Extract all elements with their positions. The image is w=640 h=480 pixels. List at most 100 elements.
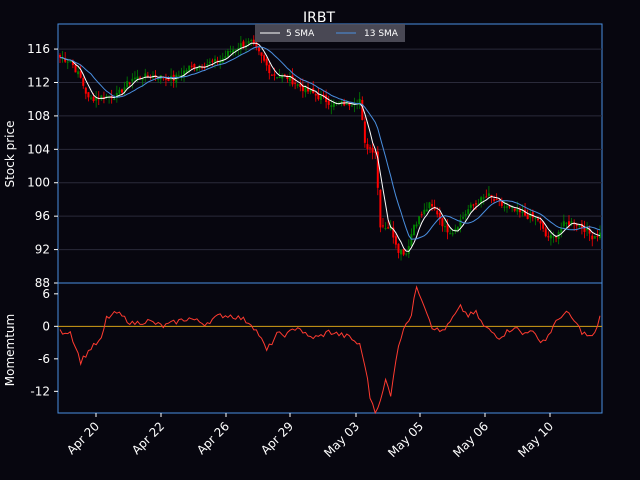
candle-body [363, 121, 366, 143]
candle-body [418, 216, 421, 225]
candle-body [531, 212, 534, 218]
candle-body [301, 85, 304, 92]
candle-body [410, 234, 413, 247]
candle-body [425, 209, 428, 212]
candle-body [84, 87, 87, 94]
candle-body [299, 84, 302, 87]
candle-body [524, 209, 527, 216]
legend-box [255, 24, 405, 42]
candle-body [387, 227, 390, 229]
momentum-y-ticks: 6 0 -6 -12 [30, 287, 58, 398]
candle-body [214, 58, 217, 62]
candle-body [128, 82, 131, 84]
candle-body [495, 198, 498, 200]
price-tick-label: 108 [27, 109, 50, 123]
candle-body [459, 219, 462, 227]
momentum-tick-label: 6 [42, 287, 50, 301]
candle-body [402, 249, 405, 255]
candle-body [146, 75, 149, 77]
candle-body [327, 100, 330, 105]
candle-body [384, 227, 387, 229]
candle-body [366, 144, 369, 149]
candle-body [521, 211, 524, 214]
price-candles [59, 35, 601, 261]
candle-body [294, 82, 297, 84]
candle-body [443, 226, 446, 228]
candle-body [330, 105, 333, 107]
candle-body [562, 221, 565, 227]
candle-body [126, 81, 129, 88]
candle-body [283, 74, 286, 76]
candle-body [505, 206, 508, 208]
candle-body [66, 61, 69, 63]
x-tick-label: Apr 22 [129, 419, 167, 457]
candle-body [180, 75, 183, 77]
price-y-label: Stock price [3, 121, 17, 188]
candle-body [544, 228, 547, 237]
candle-body [431, 204, 434, 207]
candle-body [190, 65, 193, 67]
candle-body [177, 75, 180, 77]
candle-body [118, 89, 121, 94]
candle-body [565, 222, 568, 224]
candle-body [374, 151, 377, 153]
candle-body [224, 56, 227, 59]
candle-body [332, 102, 335, 107]
candle-body [438, 213, 441, 220]
x-tick-label: May 10 [515, 419, 556, 460]
candle-body [361, 99, 364, 120]
momentum-panel-frame [57, 282, 603, 414]
price-tick-label: 116 [27, 42, 50, 56]
candle-body [596, 235, 599, 237]
candle-body [167, 77, 170, 82]
candle-body [203, 66, 206, 68]
candle-body [588, 229, 591, 234]
candle-body [113, 98, 116, 100]
candle-body [296, 84, 299, 86]
candle-body [87, 92, 90, 98]
momentum-y-label: Momemtum [3, 314, 17, 386]
candle-body [304, 86, 307, 93]
candle-body [508, 206, 511, 208]
candle-body [369, 147, 372, 149]
sma13-line [59, 46, 601, 240]
candle-body [394, 236, 397, 245]
x-tick-label: May 03 [321, 419, 362, 460]
momentum-panel: 6 0 -6 -12 Momemtum [3, 282, 603, 415]
candle-body [348, 102, 351, 106]
candle-body [542, 221, 545, 229]
candle-body [575, 223, 578, 226]
candle-body [201, 67, 204, 69]
candle-body [61, 57, 64, 59]
candle-body [105, 96, 108, 98]
candle-body [580, 223, 583, 229]
momentum-tick-label: -12 [30, 384, 50, 398]
candle-body [74, 65, 77, 73]
candle-body [464, 213, 467, 216]
candle-body [485, 196, 488, 198]
candle-body [95, 97, 98, 101]
candle-body [451, 233, 454, 235]
candle-body [82, 78, 85, 86]
candle-body [71, 61, 74, 66]
candle-body [407, 246, 410, 254]
candle-body [415, 224, 418, 227]
candle-body [474, 203, 477, 205]
x-axis-ticks: Apr 20 Apr 22 Apr 26 Apr 29 May 03 May 05 May … [64, 413, 556, 460]
sma5-line [59, 42, 601, 252]
price-tick-label: 104 [27, 142, 50, 156]
candle-body [462, 217, 465, 219]
candle-body [467, 209, 470, 215]
candle-body [260, 52, 263, 56]
candle-body [59, 54, 61, 58]
momentum-series-line [59, 285, 601, 415]
candle-body [405, 253, 408, 255]
candle-body [397, 243, 400, 253]
candle-body [255, 42, 258, 48]
candle-body [291, 75, 294, 85]
candle-body [518, 210, 521, 213]
candle-body [441, 218, 444, 227]
candle-body [309, 90, 312, 92]
candle-body [379, 189, 382, 228]
